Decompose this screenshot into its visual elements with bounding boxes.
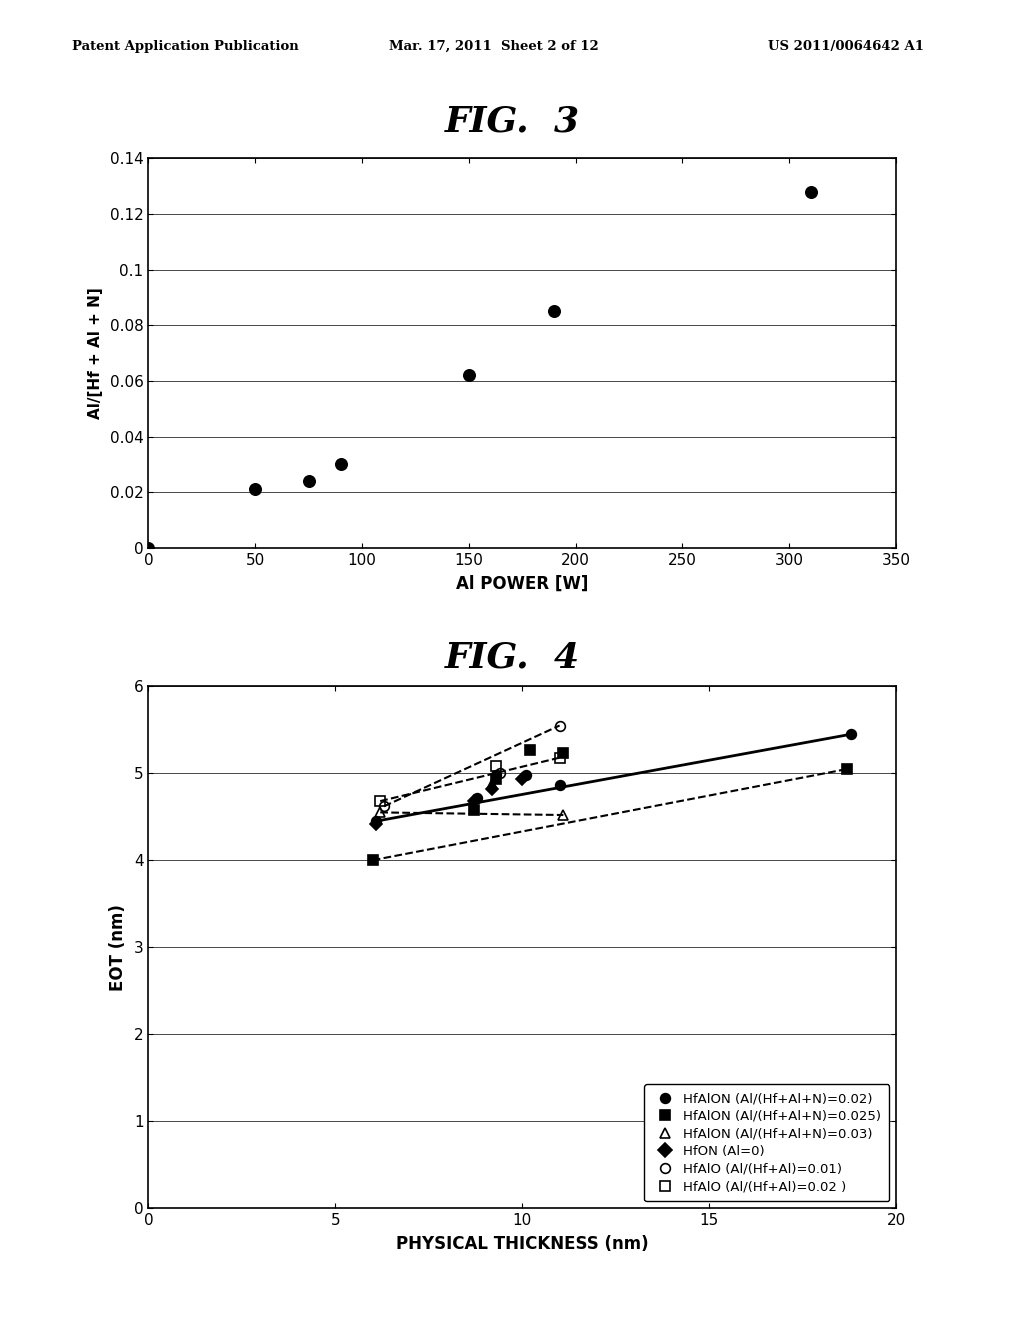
Text: Mar. 17, 2011  Sheet 2 of 12: Mar. 17, 2011 Sheet 2 of 12 bbox=[389, 40, 599, 53]
Point bbox=[546, 301, 562, 322]
X-axis label: Al POWER [W]: Al POWER [W] bbox=[456, 574, 589, 593]
Text: FIG.  4: FIG. 4 bbox=[444, 640, 580, 675]
Y-axis label: EOT (nm): EOT (nm) bbox=[109, 904, 127, 990]
Text: US 2011/0064642 A1: US 2011/0064642 A1 bbox=[768, 40, 924, 53]
Text: FIG.  3: FIG. 3 bbox=[444, 104, 580, 139]
Point bbox=[803, 181, 819, 202]
Point bbox=[140, 537, 157, 558]
Point bbox=[461, 364, 477, 385]
Point bbox=[247, 479, 263, 500]
Point bbox=[300, 470, 316, 491]
Y-axis label: Al/[Hf + Al + N]: Al/[Hf + Al + N] bbox=[88, 288, 102, 418]
X-axis label: PHYSICAL THICKNESS (nm): PHYSICAL THICKNESS (nm) bbox=[396, 1234, 648, 1253]
Text: Patent Application Publication: Patent Application Publication bbox=[72, 40, 298, 53]
Legend: HfAlON (Al/(Hf+Al+N)=0.02), HfAlON (Al/(Hf+Al+N)=0.025), HfAlON (Al/(Hf+Al+N)=0.: HfAlON (Al/(Hf+Al+N)=0.02), HfAlON (Al/(… bbox=[644, 1084, 890, 1201]
Point bbox=[333, 454, 349, 475]
